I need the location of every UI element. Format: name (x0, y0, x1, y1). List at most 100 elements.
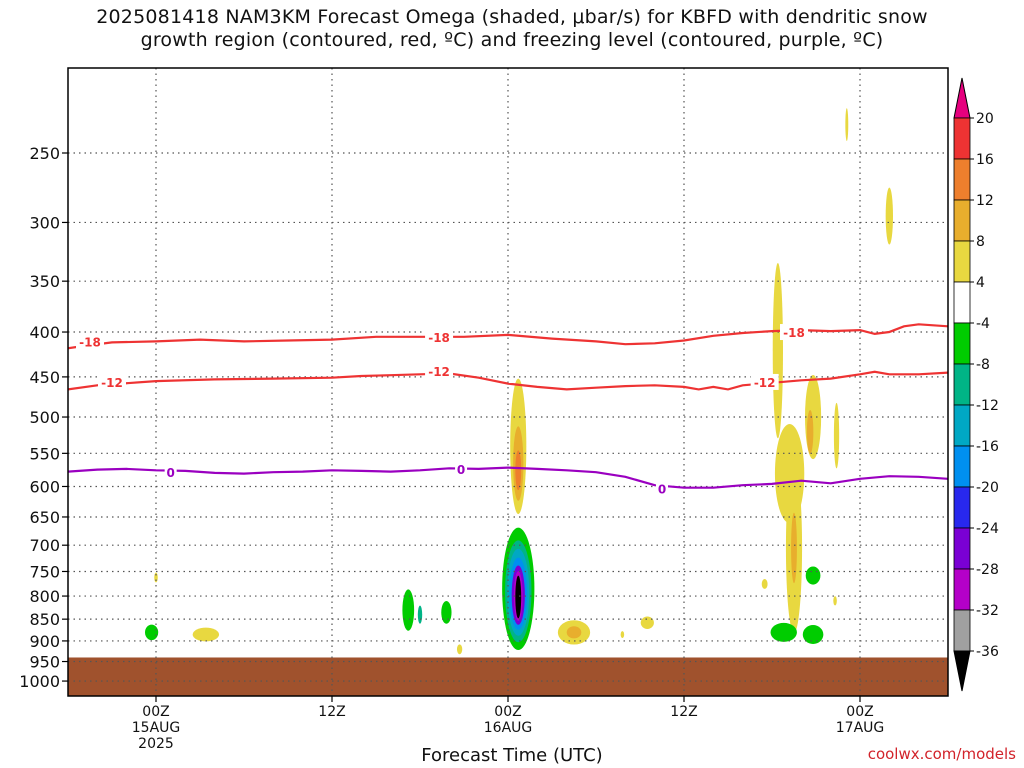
omega-cell-6 (417, 605, 423, 624)
omega-cell-35 (761, 579, 768, 589)
omega-cell-25 (805, 374, 822, 460)
x-tick-label: 00Z (142, 704, 169, 720)
colorbar-label-7: -12 (976, 398, 999, 414)
x-tick-label: 12Z (318, 704, 345, 720)
colorbar-label-8: -16 (976, 439, 999, 455)
colorbar-bin-10 (953, 527, 971, 570)
omega-cell-34 (805, 566, 821, 585)
contour--18 (68, 323, 948, 350)
chart-title-line-1: 2025081418 NAM3KM Forecast Omega (shaded… (96, 6, 928, 28)
omega-cell-30 (885, 187, 893, 245)
x-tick-label: 2025 (138, 736, 174, 752)
omega-cell-11 (515, 450, 522, 491)
contour-label-text: -12 (754, 376, 776, 390)
omega-cell-29 (833, 402, 840, 469)
contour-label-text: 0 (658, 482, 666, 496)
x-axis-label: Forecast Time (UTC) (421, 745, 603, 766)
contour-label-text: -18 (428, 331, 450, 345)
colorbar-bin-0 (953, 117, 971, 160)
y-tick-label-900: 900 (29, 632, 60, 651)
y-tick-label-500: 500 (29, 408, 60, 427)
colorbar-label-6: -8 (976, 357, 990, 373)
contour-label-text: -12 (428, 365, 450, 379)
omega-cell-21 (620, 631, 625, 638)
y-tick-label-750: 750 (29, 562, 60, 581)
colorbar-bin-12 (953, 609, 971, 652)
colorbar-label-3: 8 (976, 234, 985, 250)
colorbar-label-13: -36 (976, 644, 999, 660)
colorbar-label-9: -20 (976, 480, 999, 496)
colorbar-bin-2 (953, 199, 971, 242)
contour-label-text: 0 (166, 466, 174, 480)
omega-cell-2 (154, 572, 158, 583)
contour-0 (68, 466, 948, 489)
colorbar-label-11: -28 (976, 562, 999, 578)
omega-cell-8 (456, 644, 463, 655)
contour-label--18-1: -18 (425, 328, 454, 345)
colorbar-label-0: 20 (976, 111, 994, 127)
contour-label--18-2: -18 (780, 324, 808, 341)
colorbar-label-4: 4 (976, 275, 985, 291)
colorbar-bin-7 (953, 404, 971, 447)
y-tick-label-550: 550 (29, 444, 60, 463)
contour-label--18-0: -18 (76, 333, 104, 350)
y-tick-label-450: 450 (29, 368, 60, 387)
x-tick-label: 17AUG (836, 720, 885, 736)
contour-label-0-1: 0 (455, 460, 468, 477)
y-tick-label-800: 800 (29, 587, 60, 606)
colorbar-label-10: -24 (976, 521, 999, 537)
omega-cell-3 (145, 624, 159, 641)
contour--12 (68, 370, 948, 391)
y-tick-label-250: 250 (29, 144, 60, 163)
colorbar-bin-3 (953, 240, 971, 283)
y-tick-label-1000: 1000 (19, 672, 60, 691)
omega-cell-5 (402, 589, 415, 631)
colorbar-label-5: -4 (976, 316, 990, 332)
y-tick-label-650: 650 (29, 508, 60, 527)
contour-label-text: 0 (457, 463, 465, 477)
contour-label-0-2: 0 (656, 480, 668, 497)
contour-label-text: -18 (783, 326, 805, 340)
y-axis: 250 300 350 400 450 500 550 600 650 700 750 800 850 9… (19, 144, 68, 691)
colorbar-bin-4 (953, 281, 971, 324)
colorbar-bin-8 (953, 445, 971, 488)
contour-label-text: -18 (79, 335, 101, 349)
contour-label-0-0: 0 (164, 464, 177, 481)
omega-cell-20 (566, 626, 582, 639)
omega-cell-18 (515, 575, 522, 619)
plot-area: -18 -18 -18 -12 -12 -12 0 0 0 250 300 350 400 450 500 5… (19, 67, 949, 752)
chart-title-line-2: growth region (contoured, red, ºC) and f… (140, 29, 884, 51)
colorbar-under-arrow (953, 650, 971, 692)
chart-title: 2025081418 NAM3KM Forecast Omega (shaded… (0, 6, 1024, 52)
omega-cell-32 (770, 622, 797, 642)
contour-label--12-1: -12 (425, 362, 454, 379)
contour-label--12-0: -12 (98, 373, 126, 390)
colorbar-label-2: 12 (976, 193, 994, 209)
omega-cell-22 (640, 616, 654, 629)
colorbar-over-arrow (953, 77, 971, 119)
y-tick-label-400: 400 (29, 323, 60, 342)
colorbar-label-12: -32 (976, 603, 999, 619)
omega-cell-7 (441, 600, 452, 624)
x-tick-label: 00Z (494, 704, 521, 720)
contour-label--12-2: -12 (750, 373, 779, 390)
contour-label-text: -12 (101, 376, 123, 390)
colorbar-bin-11 (953, 568, 971, 611)
colorbar: 20 16 12 8 4 -4 -8 -12 -16 -20 -24 -28 -32 -36 (953, 77, 999, 692)
x-tick-label: 16AUG (484, 720, 533, 736)
colorbar-bin-9 (953, 486, 971, 529)
x-tick-label: 12Z (670, 704, 697, 720)
y-tick-label-850: 850 (29, 610, 60, 629)
y-tick-label-300: 300 (29, 213, 60, 232)
source-credit[interactable]: coolwx.com/models (867, 745, 1016, 763)
y-tick-label-950: 950 (29, 653, 60, 672)
omega-cell-23 (772, 262, 783, 439)
y-tick-label-600: 600 (29, 477, 60, 496)
omega-cell-36 (833, 596, 837, 606)
plot-content: -18 -18 -18 -12 -12 -12 0 0 0 (68, 68, 948, 696)
gridlines (68, 68, 948, 696)
colorbar-bin-5 (953, 322, 971, 365)
colorbar-label-1: 16 (976, 152, 994, 168)
